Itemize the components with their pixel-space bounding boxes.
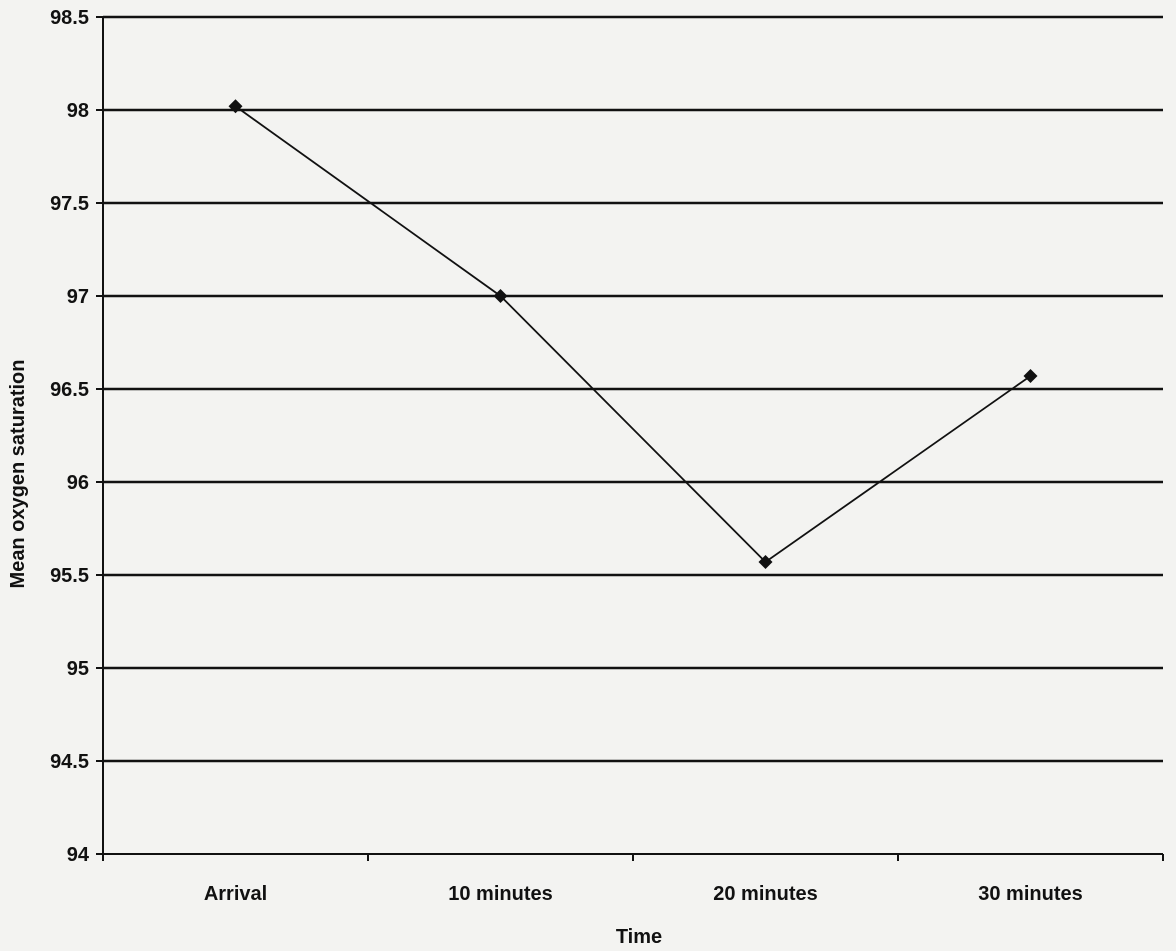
series-line bbox=[234, 105, 1032, 564]
y-tick-label: 94.5 bbox=[50, 751, 89, 773]
x-tick-label: 20 minutes bbox=[713, 883, 817, 905]
y-axis-title: Mean oxygen saturation bbox=[7, 360, 29, 589]
x-tick-label: 10 minutes bbox=[448, 883, 552, 905]
data-point-diamond bbox=[228, 99, 243, 114]
y-tick-label: 97 bbox=[67, 286, 89, 308]
y-tick-label: 96.5 bbox=[50, 379, 89, 401]
y-tick-label: 94 bbox=[67, 844, 90, 866]
y-tick-label: 98 bbox=[67, 100, 89, 122]
x-tick-label: Arrival bbox=[204, 883, 267, 905]
y-tick-labels: 94 94.5 95 95.5 96 96.5 97 97.5 98 98.5 bbox=[50, 7, 90, 866]
x-tick-labels: Arrival 10 minutes 20 minutes 30 minutes bbox=[204, 883, 1083, 905]
axes bbox=[96, 16, 1164, 861]
y-tick-label: 96 bbox=[67, 472, 89, 494]
y-tick-label: 95.5 bbox=[50, 565, 89, 587]
data-point-diamond bbox=[1023, 368, 1038, 383]
y-tick-label: 95 bbox=[67, 658, 89, 680]
gridlines bbox=[103, 15, 1163, 763]
series bbox=[228, 99, 1038, 569]
y-tick-label: 97.5 bbox=[50, 193, 89, 215]
x-tick-label: 30 minutes bbox=[978, 883, 1082, 905]
data-point-diamond bbox=[758, 554, 773, 569]
y-tick-label: 98.5 bbox=[50, 7, 89, 29]
x-axis-title: Time bbox=[616, 926, 662, 948]
data-point-diamond bbox=[493, 289, 508, 303]
